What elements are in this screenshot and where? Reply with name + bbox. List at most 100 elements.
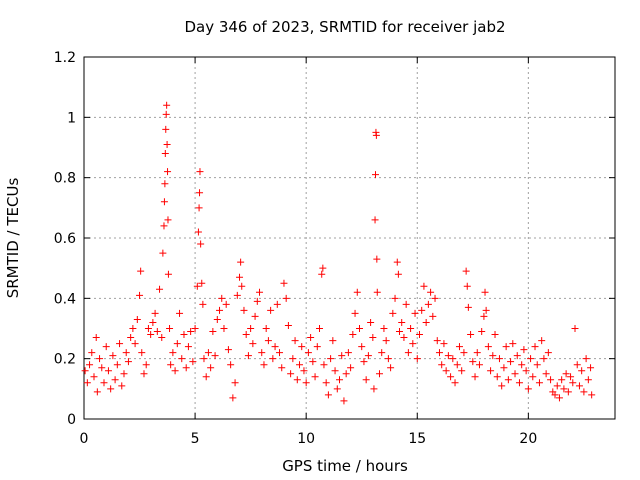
data-point	[293, 376, 301, 384]
data-point	[455, 343, 463, 351]
data-point	[340, 397, 348, 405]
x-tick-label: 5	[191, 431, 200, 447]
data-point	[573, 361, 581, 369]
data-point	[227, 361, 235, 369]
data-point	[287, 370, 295, 378]
y-tick-label: 1	[67, 110, 76, 126]
data-point	[118, 382, 126, 390]
data-point	[547, 376, 555, 384]
data-point	[544, 349, 552, 357]
data-point	[187, 328, 195, 336]
data-point	[402, 300, 410, 308]
data-point	[111, 376, 119, 384]
data-point	[102, 343, 110, 351]
data-point	[463, 282, 471, 290]
data-point	[336, 376, 344, 384]
data-point	[507, 358, 515, 366]
data-point	[373, 255, 381, 263]
x-tick-label: 0	[80, 431, 89, 447]
data-point	[278, 364, 286, 372]
data-point	[433, 337, 441, 345]
data-point	[409, 340, 417, 348]
data-point	[276, 349, 284, 357]
chart-title: Day 346 of 2023, SRMTID for receiver jab…	[184, 18, 505, 36]
data-point	[86, 361, 94, 369]
data-point	[495, 355, 503, 363]
data-point	[92, 334, 100, 342]
data-point	[555, 394, 563, 402]
data-point	[451, 379, 459, 387]
data-point	[209, 328, 217, 336]
data-point	[511, 370, 519, 378]
data-point	[584, 376, 592, 384]
data-point	[81, 367, 89, 375]
data-point	[371, 216, 379, 224]
data-point	[469, 358, 477, 366]
data-point	[282, 294, 290, 302]
data-point	[571, 325, 579, 332]
y-tick-label: 0.2	[54, 352, 76, 368]
data-point	[138, 349, 146, 357]
data-points	[81, 101, 596, 405]
data-point	[358, 343, 366, 351]
data-point	[411, 309, 419, 317]
data-point	[236, 273, 244, 281]
data-point	[253, 297, 261, 305]
data-point	[218, 294, 226, 302]
x-tick-label: 20	[519, 431, 537, 447]
data-point	[264, 337, 272, 345]
data-point	[533, 361, 541, 369]
data-point	[302, 379, 310, 387]
data-point	[161, 180, 169, 188]
data-point	[482, 306, 490, 314]
data-point	[558, 376, 566, 384]
data-point	[480, 312, 488, 320]
data-point	[200, 355, 208, 363]
data-point	[418, 306, 426, 314]
data-point	[162, 125, 170, 133]
data-point	[515, 379, 523, 387]
data-point	[251, 312, 259, 320]
data-point	[542, 370, 550, 378]
data-point	[351, 309, 359, 317]
data-point	[300, 367, 308, 375]
data-point	[153, 328, 161, 336]
data-point	[161, 150, 169, 158]
data-point	[489, 352, 497, 360]
data-point	[481, 288, 489, 296]
data-point	[307, 334, 315, 342]
data-point	[197, 240, 205, 248]
data-point	[520, 346, 528, 354]
data-point	[160, 222, 168, 230]
data-point	[213, 315, 221, 323]
data-point	[575, 382, 583, 390]
data-point	[435, 349, 443, 357]
data-point	[438, 361, 446, 369]
data-point	[196, 189, 204, 197]
data-point	[427, 288, 435, 296]
data-point	[487, 367, 495, 375]
data-point	[311, 373, 319, 381]
data-point	[371, 171, 379, 179]
data-point	[338, 352, 346, 360]
data-point	[191, 325, 199, 332]
data-point	[198, 279, 206, 287]
data-point	[324, 391, 332, 399]
data-point	[500, 364, 508, 372]
data-point	[498, 382, 506, 390]
data-point	[88, 349, 96, 357]
data-point	[424, 300, 432, 308]
data-point	[564, 388, 572, 396]
data-point	[173, 340, 181, 348]
data-point	[578, 367, 586, 375]
data-point	[473, 349, 481, 357]
data-point	[587, 364, 595, 372]
data-point	[362, 376, 370, 384]
data-point	[316, 325, 324, 332]
data-point	[540, 355, 548, 363]
data-point	[429, 312, 437, 320]
y-axis-label: SRMTID / TECUs	[4, 178, 22, 299]
data-point	[413, 355, 421, 363]
data-point	[333, 385, 341, 393]
data-point	[562, 370, 570, 378]
